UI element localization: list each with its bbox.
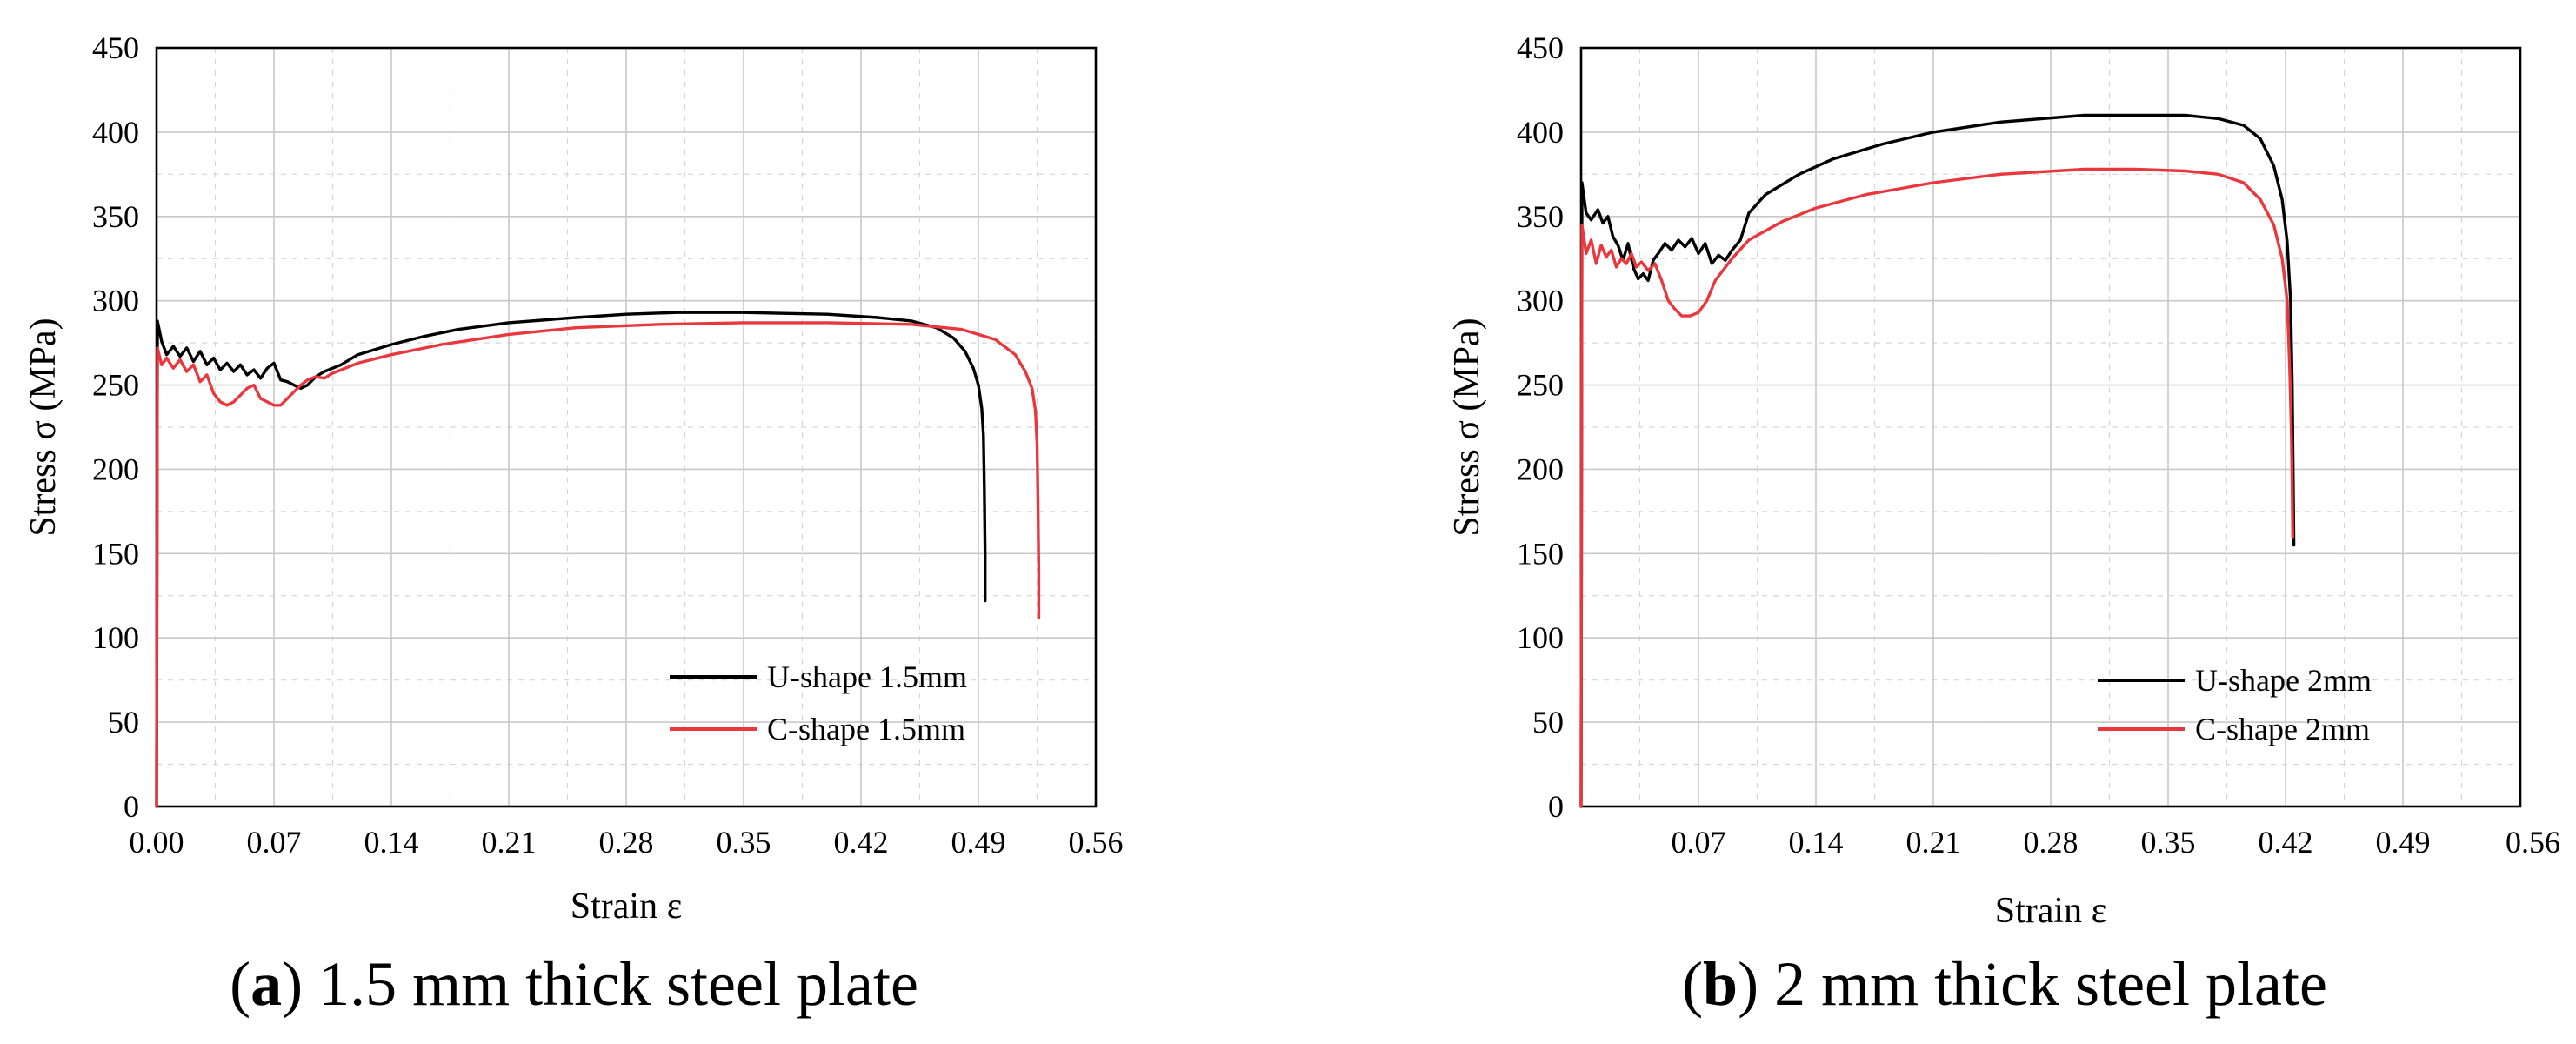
- legend: U-shape 1.5mm C-shape 1.5mm: [670, 659, 967, 746]
- legend-label-c-shape-1-5mm: C-shape 1.5mm: [767, 712, 965, 746]
- y-tick-label: 450: [1517, 30, 1564, 65]
- y-axis-label: Stress σ (MPa): [23, 318, 63, 536]
- x-tick-label: 0.56: [1069, 825, 1124, 860]
- y-tick-label: 450: [92, 30, 139, 65]
- y-tick-label: 100: [1517, 620, 1564, 655]
- x-tick-label: 0.14: [1789, 825, 1844, 860]
- y-tick-label: 0: [1548, 789, 1564, 824]
- y-tick-label: 100: [92, 620, 139, 655]
- x-tick-label: 0.07: [247, 825, 302, 860]
- y-tick-label: 150: [92, 536, 139, 571]
- caption-close-paren: ): [1738, 949, 1758, 1019]
- series-group: [1579, 113, 2296, 808]
- caption-text: 2 mm thick steel plate: [1758, 949, 2327, 1019]
- caption-letter: b: [1703, 949, 1738, 1019]
- y-tick-label: 250: [1517, 368, 1564, 403]
- y-tick-label: 300: [1517, 284, 1564, 318]
- grid: [157, 48, 1096, 806]
- x-tick-label: 0.14: [364, 825, 419, 860]
- legend: U-shape 2mm C-shape 2mm: [2098, 663, 2372, 746]
- y-tick-label: 250: [92, 368, 139, 403]
- y-tick-labels: 0 50 100 150 200 250 300 350 400 450: [1517, 30, 1564, 824]
- grid: [1581, 48, 2520, 806]
- x-tick-label: 0.21: [482, 825, 537, 860]
- caption-text: 1.5 mm thick steel plate: [303, 949, 918, 1019]
- x-axis-label: Strain ε: [1995, 891, 2106, 931]
- series-line-c-shape-2mm: [1579, 167, 2294, 808]
- y-tick-label: 200: [1517, 452, 1564, 486]
- y-axis-label: Stress σ (MPa): [1447, 318, 1487, 536]
- chart-panel-a: 0 50 100 150 200 250 300 350 400 450 0.0…: [23, 30, 1124, 1019]
- y-tick-label: 200: [92, 452, 139, 486]
- x-tick-label: 0.42: [2259, 825, 2313, 860]
- y-tick-labels: 0 50 100 150 200 250 300 350 400 450: [92, 30, 139, 824]
- caption-open-paren: (: [230, 949, 250, 1019]
- legend-label-c-shape-2mm: C-shape 2mm: [2195, 712, 2370, 746]
- series-group: [155, 311, 1041, 808]
- y-tick-label: 350: [1517, 199, 1564, 234]
- caption-close-paren: ): [282, 949, 303, 1019]
- caption-a: (a) 1.5 mm thick steel plate: [230, 949, 918, 1019]
- y-tick-label: 350: [92, 199, 139, 234]
- legend-label-u-shape-1-5mm: U-shape 1.5mm: [767, 659, 967, 694]
- y-tick-label: 0: [123, 789, 139, 824]
- x-tick-label: 0.07: [1672, 825, 1726, 860]
- series-line-u-shape-1-5mm: [155, 311, 987, 808]
- y-tick-label: 400: [92, 115, 139, 150]
- caption-open-paren: (: [1682, 949, 1703, 1019]
- x-tick-label: 0.49: [951, 825, 1006, 860]
- legend-label-u-shape-2mm: U-shape 2mm: [2195, 663, 2372, 698]
- y-tick-label: 150: [1517, 536, 1564, 571]
- x-tick-label: 0.49: [2376, 825, 2431, 860]
- y-tick-label: 50: [108, 705, 139, 740]
- y-tick-label: 300: [92, 284, 139, 318]
- caption-b: (b) 2 mm thick steel plate: [1682, 949, 2327, 1019]
- chart-panel-b: 0 50 100 150 200 250 300 350 400 450 0.0…: [1447, 30, 2560, 1019]
- series-line-c-shape-1-5mm: [155, 321, 1041, 808]
- x-tick-labels: 0.07 0.14 0.21 0.28 0.35 0.42 0.49 0.56: [1672, 825, 2561, 860]
- x-tick-label: 0.35: [717, 825, 771, 860]
- x-tick-label: 0.28: [599, 825, 654, 860]
- x-tick-label: 0.56: [2506, 825, 2560, 860]
- x-tick-labels: 0.00 0.07 0.14 0.21 0.28 0.35 0.42 0.49 …: [130, 825, 1124, 860]
- x-tick-label: 0.28: [2024, 825, 2079, 860]
- x-tick-label: 0.21: [1906, 825, 1961, 860]
- y-tick-label: 50: [1532, 705, 1564, 740]
- series-line-u-shape-2mm: [1579, 113, 2296, 808]
- y-tick-label: 400: [1517, 115, 1564, 150]
- x-axis-label: Strain ε: [571, 887, 682, 927]
- x-tick-label: 0.42: [834, 825, 889, 860]
- x-tick-label: 0.35: [2141, 825, 2196, 860]
- caption-letter: a: [250, 949, 282, 1019]
- x-tick-label: 0.00: [130, 825, 184, 860]
